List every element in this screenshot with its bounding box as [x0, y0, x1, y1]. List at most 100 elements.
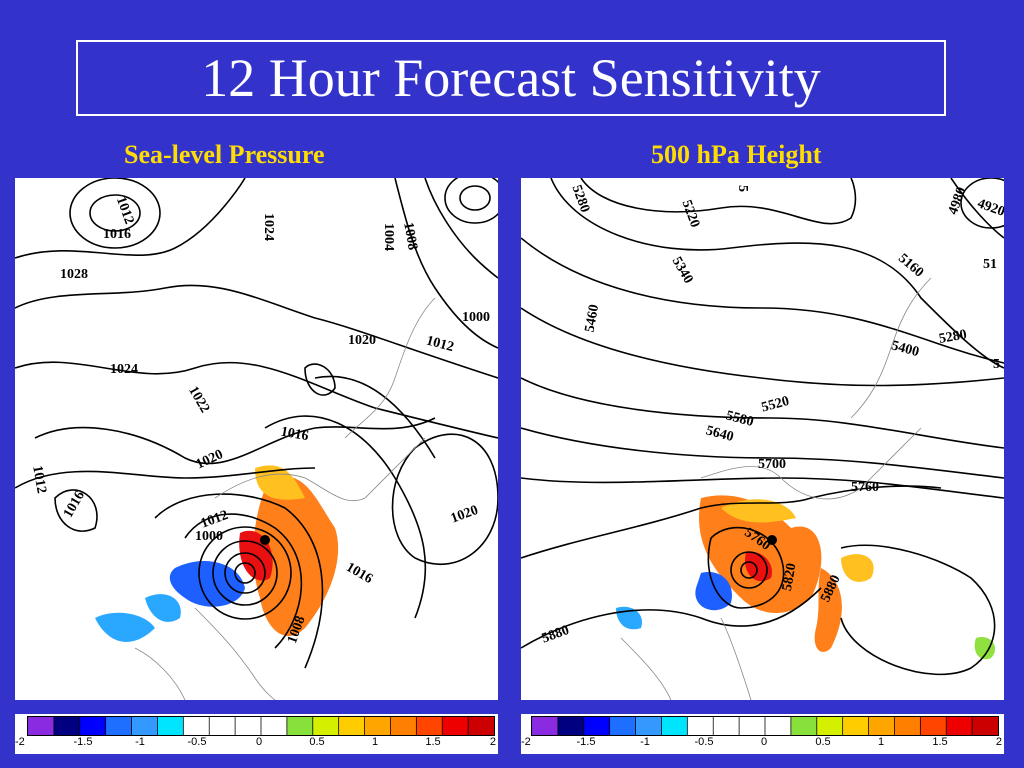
cb-tick: 0	[255, 736, 263, 748]
z500-label: 5520	[760, 394, 791, 416]
colorbar-swatch	[235, 717, 262, 735]
colorbar-swatch	[131, 717, 158, 735]
slp-label: 1000	[195, 529, 223, 544]
colorbar-swatch	[661, 717, 688, 735]
strong-positive-region	[745, 552, 772, 582]
eastern-positive-region	[814, 568, 842, 652]
slp-label: 1024	[110, 362, 138, 377]
weak-negative-region-2	[145, 594, 181, 622]
slp-label: 1016	[343, 560, 375, 587]
cb-tick: -0.5	[694, 736, 714, 748]
right-subtitle: 500 hPa Height	[651, 140, 822, 169]
z500-coastlines	[620, 277, 932, 700]
colorbar-swatch	[790, 717, 818, 735]
colorbar-swatch	[286, 717, 314, 735]
slp-label: 1000	[462, 310, 490, 325]
colorbar-swatch	[868, 717, 895, 735]
slp-contour-labels: 1012 1016 1028 1024 1022 1020 1012 1016 …	[29, 195, 490, 646]
colorbar-swatch	[635, 717, 662, 735]
colorbar-swatch	[609, 717, 637, 735]
colorbar-swatch	[765, 717, 792, 735]
colorbar-swatch	[364, 717, 391, 735]
z500-label: 4920	[975, 196, 1004, 220]
z500-sensitivity-shading	[616, 495, 996, 660]
500hpa-height-map: 5280 5220 5340 5460 5160 4980 4920 5400 …	[521, 178, 1004, 700]
colorbar-swatch	[713, 717, 740, 735]
colorbar-swatch	[157, 717, 184, 735]
cb-tick: 0.5	[815, 736, 831, 748]
right-colorbar-swatches	[532, 717, 998, 735]
cb-tick: 0	[760, 736, 768, 748]
slp-label: 1020	[449, 503, 480, 527]
slp-label: 1016	[280, 425, 310, 445]
slp-label: 1022	[185, 384, 212, 416]
cb-tick: 1.5	[932, 736, 948, 748]
slp-label: 1004	[381, 223, 396, 251]
cb-tick: 1	[371, 736, 379, 748]
cb-tick: -0.5	[187, 736, 207, 748]
slp-sensitivity-shading	[95, 465, 339, 642]
z500-label: 5640	[704, 423, 735, 445]
colorbar-swatch	[920, 717, 947, 735]
z500-label: 5	[993, 357, 1000, 372]
left-colorbar-swatches	[28, 717, 494, 735]
z500-label: 5220	[679, 198, 703, 229]
z500-label: 5160	[895, 251, 926, 280]
colorbar-swatch	[53, 717, 81, 735]
z500-contours	[521, 178, 1004, 676]
z500-label: 5700	[758, 457, 786, 472]
slp-label: 1020	[194, 447, 226, 472]
z500-label: 5	[735, 185, 750, 192]
colorbar-swatch	[261, 717, 288, 735]
colorbar-swatch	[557, 717, 585, 735]
z500-label: 5880	[540, 623, 571, 647]
cb-tick: 2	[489, 736, 496, 748]
negative-sensitivity-region	[169, 560, 245, 607]
slp-coastlines	[134, 297, 436, 700]
slp-label: 1020	[348, 333, 376, 348]
colorbar-swatch	[972, 717, 998, 735]
cb-tick: -1	[640, 736, 650, 748]
z500-label: 5460	[583, 303, 603, 333]
cb-tick: 2	[995, 736, 1002, 748]
right-colorbar	[531, 716, 999, 736]
colorbar-swatch	[583, 717, 611, 735]
colorbar-swatch	[312, 717, 340, 735]
slp-label: 1016	[103, 227, 131, 242]
slp-label: 1024	[261, 213, 276, 241]
slp-contours	[15, 178, 498, 669]
colorbar-swatch	[28, 717, 55, 735]
left-colorbar	[27, 716, 495, 736]
cb-tick: 1	[877, 736, 885, 748]
eastern-weak-region	[841, 554, 874, 582]
z500-label: 51	[983, 257, 997, 272]
z500-label: 5580	[724, 408, 755, 430]
green-patch	[974, 637, 996, 660]
colorbar-swatch	[416, 717, 443, 735]
cb-tick: -1	[135, 736, 145, 748]
colorbar-swatch	[468, 717, 494, 735]
slide-title: 12 Hour Forecast Sensitivity	[76, 40, 946, 116]
z500-label: 5340	[669, 255, 696, 287]
z500-label: 5760	[851, 480, 879, 495]
slp-label: 1008	[400, 221, 420, 251]
colorbar-swatch	[687, 717, 714, 735]
slp-map-svg: 1012 1016 1028 1024 1022 1020 1012 1016 …	[15, 178, 498, 700]
colorbar-swatch	[532, 717, 559, 735]
cb-tick: -2	[521, 736, 531, 748]
colorbar-swatch	[209, 717, 236, 735]
colorbar-swatch	[442, 717, 469, 735]
weak-positive-region	[721, 499, 796, 523]
left-subtitle: Sea-level Pressure	[124, 140, 325, 169]
colorbar-swatch	[816, 717, 844, 735]
cb-tick: -1.5	[73, 736, 93, 748]
cb-tick: 0.5	[309, 736, 325, 748]
slp-label: 1012	[29, 465, 49, 495]
z500-storm-marker	[767, 535, 777, 545]
weak-positive-region	[255, 465, 305, 500]
z500-label: 5400	[890, 338, 921, 360]
colorbar-swatch	[105, 717, 133, 735]
z500-label: 4980	[946, 185, 970, 216]
cb-tick: -2	[15, 736, 25, 748]
colorbar-swatch	[739, 717, 766, 735]
